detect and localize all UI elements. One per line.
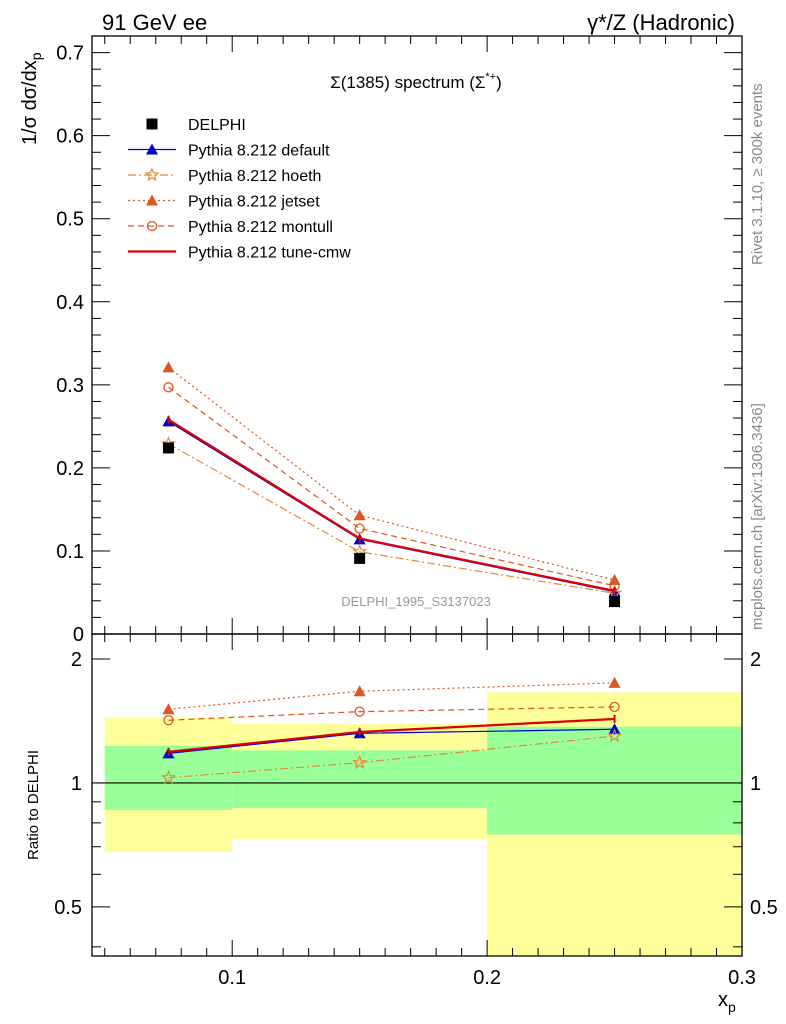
series-point-jetset [162, 361, 175, 373]
ratio-frame [91, 633, 743, 957]
y-tick-label: 0.6 [56, 126, 84, 148]
y-tick-label: 0.4 [56, 292, 84, 314]
legend-label-jetset: Pythia 8.212 jetset [188, 194, 320, 211]
x-axis-label: xp [718, 989, 736, 1015]
y-tick-label: 0.7 [56, 43, 84, 65]
series-point-montull [163, 382, 174, 393]
legend-marker-hoeth [144, 167, 160, 182]
series-point-montull [354, 523, 365, 534]
legend: DELPHI Pythia 8.212 default Pythia 8.212 h… [128, 117, 351, 262]
ratio-axis-label: Ratio to DELPHI [25, 750, 42, 860]
ratio-tick-label: 1 [71, 773, 82, 795]
chart-title: Σ(1385) spectrum (Σ*+) [330, 71, 502, 92]
ratio-tick-label-right: 0.5 [750, 897, 778, 919]
series-point-hoeth [607, 585, 623, 600]
legend-label-default: Pythia 8.212 default [188, 143, 330, 160]
ratio-bands [92, 692, 742, 956]
ratio-band-inner [487, 726, 742, 835]
ratio-point-hoeth [352, 754, 368, 770]
y-tick-label: 0.1 [56, 541, 84, 563]
ratio-point-hoeth [607, 728, 623, 743]
x-tick-label: 0.2 [473, 967, 501, 989]
x-tick-label: 0.1 [218, 967, 246, 989]
y-tick-label: 0 [73, 624, 84, 646]
y-axis-label: 1/σ dσ/dxp [19, 52, 44, 145]
legend-label-tune-cmw: Pythia 8.212 tune-cmw [188, 245, 351, 262]
watermark-label: DELPHI_1995_S3137023 [341, 594, 491, 609]
series-line-tune-cmw [167, 418, 615, 592]
x-tick-label: 0.3 [728, 967, 756, 989]
legend-label-delphi: DELPHI [188, 117, 246, 134]
header-left-label: 91 GeV ee [102, 10, 207, 35]
ratio-point-hoeth [160, 769, 177, 785]
rivet-label: Rivet 3.1.10, ≥ 300k events [749, 83, 766, 265]
legend-marker-montull [146, 220, 158, 232]
ratio-line-montull [168, 706, 615, 721]
axes-layer: 0.1 0.2 0.3 0 0.1 0.2 0.3 0.4 0.5 0.6 0.7 0.5 0.5 1 1 2… [54, 35, 778, 989]
y-tick-label: 0.5 [56, 209, 84, 231]
data-point-delphi [162, 442, 174, 454]
ratio-point-montull [163, 715, 174, 726]
header-right-label: γ*/Z (Hadronic) [587, 10, 735, 35]
mcplots-label: mcplots.cern.ch [arXiv:1306.3436] [749, 403, 766, 630]
series-line-default [168, 420, 615, 593]
ratio-band-inner [232, 750, 488, 808]
ratio-tick-label-right: 2 [750, 649, 761, 671]
legend-marker-jetset [146, 194, 158, 206]
plot-layer [160, 361, 623, 785]
legend-label-hoeth: Pythia 8.212 hoeth [188, 168, 321, 185]
data-point-delphi [609, 596, 621, 608]
y-tick-label: 0.3 [56, 375, 84, 397]
ratio-point-jetset [608, 676, 621, 688]
ratio-point-jetset [353, 685, 366, 697]
series-line-hoeth [168, 443, 615, 594]
ratio-tick-label-right: 1 [750, 773, 761, 795]
legend-marker-delphi [146, 118, 158, 130]
ratio-point-montull [609, 701, 620, 713]
series-point-jetset [353, 509, 366, 521]
ratio-point-montull [354, 706, 365, 717]
ratio-point-jetset [162, 703, 175, 715]
series-line-jetset [168, 366, 615, 581]
ratio-tick-label: 2 [71, 649, 82, 671]
legend-label-montull: Pythia 8.212 montull [188, 219, 333, 236]
series-line-montull [168, 386, 615, 587]
y-tick-label: 0.2 [56, 458, 84, 480]
ratio-tick-label: 0.5 [54, 897, 82, 919]
legend-marker-default [146, 143, 158, 155]
data-point-delphi [354, 552, 366, 564]
